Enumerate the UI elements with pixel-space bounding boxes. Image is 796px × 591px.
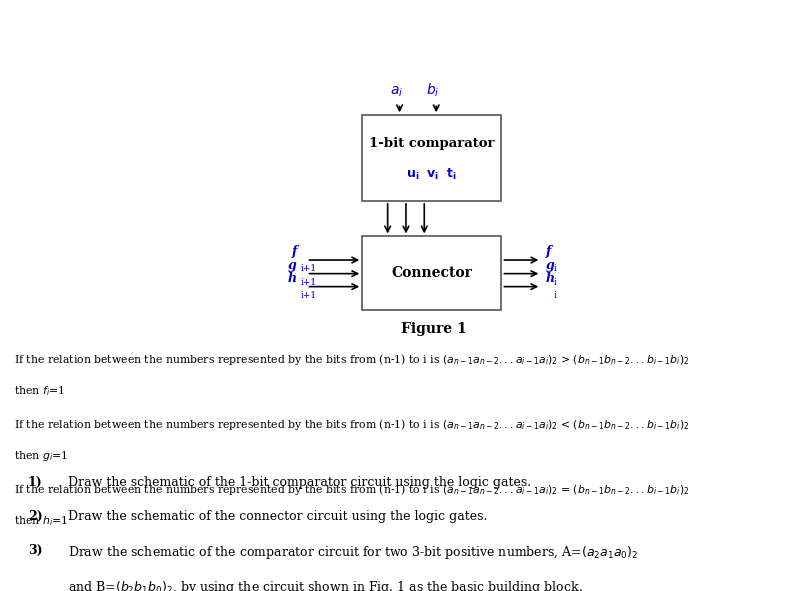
Text: If the relation between the numbers represented by the bits from (n-1) to i is $: If the relation between the numbers repr… [14, 482, 690, 496]
Text: h: h [288, 272, 297, 285]
Text: then $g_i$=1: then $g_i$=1 [14, 449, 68, 463]
Text: then $f_i$=1: then $f_i$=1 [14, 384, 65, 398]
Text: 1-bit comparator: 1-bit comparator [369, 137, 494, 150]
Bar [362, 115, 501, 201]
Text: If the relation between the numbers represented by the bits from (n-1) to i is $: If the relation between the numbers repr… [14, 352, 690, 366]
Text: If the relation between the numbers represented by the bits from (n-1) to i is $: If the relation between the numbers repr… [14, 417, 690, 431]
Text: i+1: i+1 [301, 278, 317, 287]
Text: and B=$(b_2b_1b_0)_2$, by using the circuit shown in Fig. 1 as the basic buildin: and B=$(b_2b_1b_0)_2$, by using the circ… [68, 579, 583, 591]
Text: i: i [553, 291, 556, 300]
Text: 1): 1) [28, 476, 43, 489]
Text: $\mathbf{u_i\ \ v_i\ \ t_i}$: $\mathbf{u_i\ \ v_i\ \ t_i}$ [407, 167, 457, 182]
Text: $b_i$: $b_i$ [427, 82, 439, 99]
Text: Draw the schematic of the comparator circuit for two 3-bit positive numbers, A=$: Draw the schematic of the comparator cir… [68, 544, 638, 561]
Text: $a_i$: $a_i$ [390, 85, 403, 99]
Bar [362, 236, 501, 310]
Text: 3): 3) [28, 544, 42, 557]
Text: f: f [291, 245, 297, 258]
Text: i: i [553, 264, 556, 273]
Text: Draw the schematic of the 1-bit comparator circuit using the logic gates.: Draw the schematic of the 1-bit comparat… [68, 476, 531, 489]
Text: i: i [553, 278, 556, 287]
Text: 2): 2) [28, 510, 43, 523]
Text: Draw the schematic of the connector circuit using the logic gates.: Draw the schematic of the connector circ… [68, 510, 487, 523]
Text: Connector: Connector [392, 267, 472, 280]
Text: g: g [546, 259, 555, 272]
Text: i+1: i+1 [301, 264, 317, 273]
Text: f: f [546, 245, 552, 258]
Text: then $h_i$=1: then $h_i$=1 [14, 514, 68, 528]
Text: g: g [288, 259, 297, 272]
Text: Figure 1: Figure 1 [401, 322, 466, 336]
Text: h: h [546, 272, 555, 285]
Text: i+1: i+1 [301, 291, 317, 300]
